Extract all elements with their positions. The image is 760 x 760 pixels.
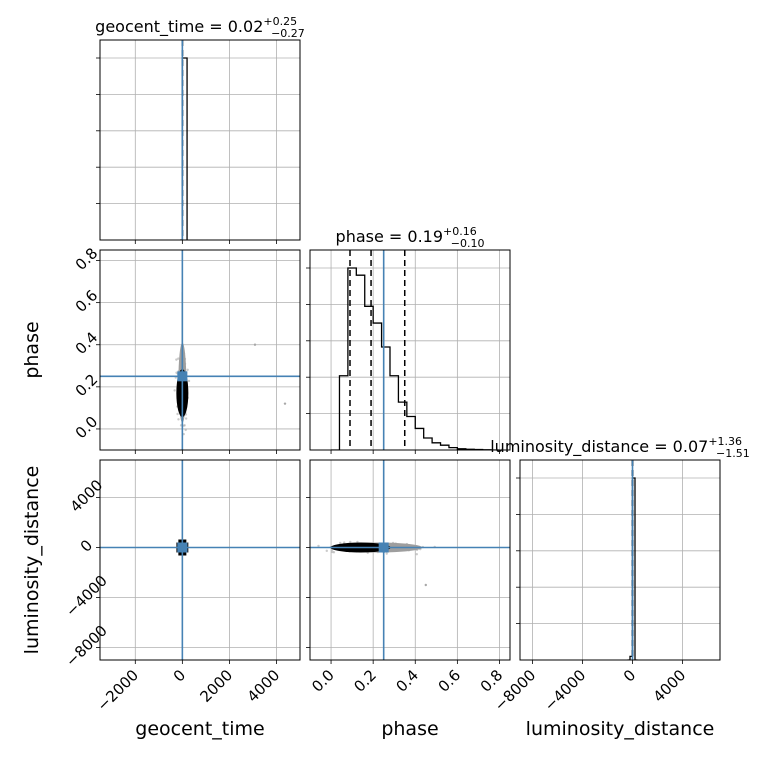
sample-point — [415, 552, 418, 556]
sample-point — [424, 583, 427, 587]
panel-frame — [99, 459, 301, 661]
panel-luminosity_distance-vs-luminosity_distance — [516, 459, 721, 664]
sample-point — [175, 358, 178, 361]
sample-point — [176, 412, 179, 416]
sample-point — [173, 389, 176, 392]
y-tick-label: 0.6 — [72, 286, 102, 316]
sample-point — [177, 418, 180, 421]
title-plus: +1.36 — [708, 435, 742, 448]
y-tick-label: 0.8 — [72, 244, 102, 274]
panel-luminosity_distance-vs-phase — [306, 459, 511, 664]
panel-frame — [99, 249, 301, 451]
sample-point — [177, 357, 180, 360]
y-tick-label: 0.2 — [72, 371, 102, 401]
panel-luminosity_distance-vs-geocent_time — [96, 459, 301, 664]
panel-title-luminosity_distance: luminosity_distance = 0.07+1.36 −1.51 — [490, 435, 750, 460]
title-main: phase = 0.19 — [336, 227, 443, 246]
panel-phase-vs-geocent_time — [96, 249, 301, 454]
x-tick-label: 0 — [620, 666, 639, 685]
panel-phase-vs-phase — [306, 249, 511, 454]
x-axis-label: luminosity_distance — [526, 718, 715, 740]
x-tick-label: 0 — [170, 666, 189, 685]
panel-frame — [309, 459, 511, 661]
panel-frame — [99, 39, 301, 241]
panel-title-geocent_time: geocent_time = 0.02+0.25 −0.27 — [95, 15, 305, 40]
title-minus: −0.10 — [451, 237, 485, 250]
y-tick-label: 0.0 — [72, 413, 102, 443]
x-tick-label: 4000 — [244, 666, 284, 706]
sample-point — [184, 417, 188, 420]
title-plus: +0.25 — [263, 15, 297, 28]
sample-point — [187, 379, 191, 383]
x-tick-label: 0.4 — [392, 666, 422, 696]
truth-marker — [378, 542, 389, 553]
sample-point — [186, 368, 189, 371]
x-axis-label: geocent_time — [135, 718, 264, 740]
y-tick-label: −8000 — [62, 622, 111, 671]
sample-point — [332, 551, 336, 554]
panel-frame — [519, 459, 721, 661]
y-tick-label: 0 — [77, 536, 96, 555]
x-axis-label: phase — [381, 718, 438, 740]
panel-frame — [309, 249, 511, 451]
title-main: geocent_time = 0.02 — [95, 17, 263, 37]
x-tick-label: 0.2 — [350, 666, 380, 696]
x-tick-label: 4000 — [650, 666, 690, 706]
truth-marker — [177, 371, 188, 382]
title-minus: −1.51 — [716, 447, 750, 460]
sample-point — [349, 540, 352, 544]
y-axis-label: phase — [21, 321, 43, 378]
sample-point — [317, 544, 320, 548]
y-tick-label: 0.4 — [72, 328, 102, 358]
sample-point — [184, 428, 187, 432]
sample-point — [385, 552, 388, 555]
sample-point — [325, 549, 328, 553]
truth-marker — [177, 542, 188, 553]
panel-geocent_time-vs-geocent_time — [96, 39, 301, 244]
title-main: luminosity_distance = 0.07 — [490, 437, 708, 457]
sample-point — [253, 343, 257, 346]
x-tick-label: 0.0 — [308, 666, 338, 696]
y-tick-label: −4000 — [62, 572, 111, 621]
histogram-geocent_time — [180, 57, 188, 240]
sample-point — [356, 540, 359, 544]
sample-point — [283, 402, 287, 405]
title-plus: +0.16 — [443, 225, 477, 238]
y-axis-label: luminosity_distance — [21, 466, 43, 655]
panel-title-phase: phase = 0.19+0.16 −0.10 — [336, 225, 485, 250]
x-tick-label: −4000 — [541, 666, 590, 715]
title-minus: −0.27 — [271, 27, 305, 40]
x-tick-label: −2000 — [94, 666, 143, 715]
x-tick-label: 0.6 — [435, 666, 465, 696]
sample-point — [338, 541, 342, 545]
histogram-phase — [331, 267, 500, 450]
x-tick-label: 2000 — [197, 666, 237, 706]
sample-point — [343, 541, 346, 544]
